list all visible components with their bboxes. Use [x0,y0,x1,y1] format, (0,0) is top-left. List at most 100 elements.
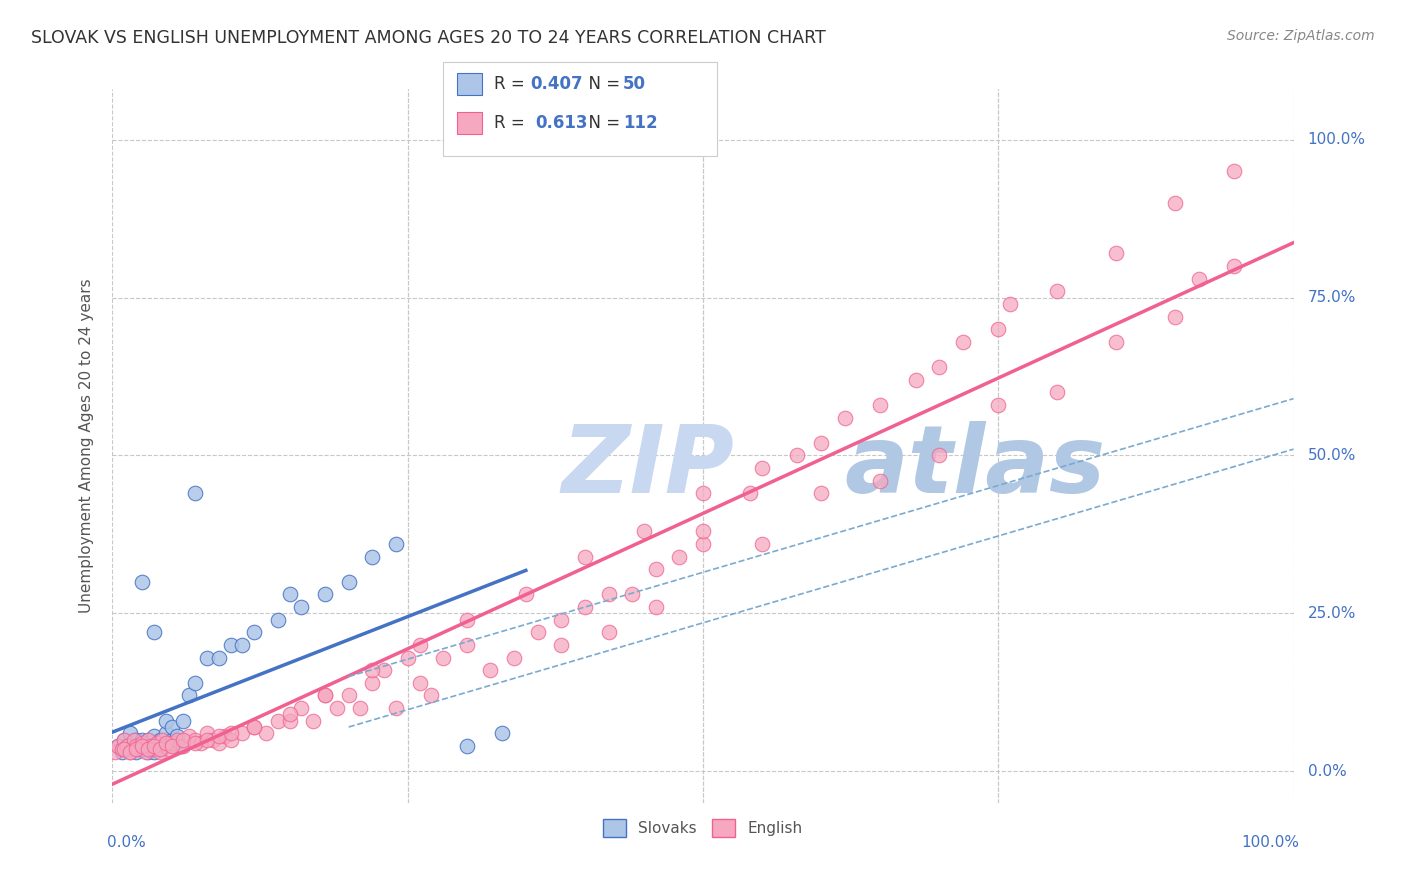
Point [337,574,360,589]
Point [621,587,644,601]
Point [115,739,138,753]
Point [751,461,773,475]
Point [150,739,173,753]
Point [115,739,138,753]
Point [195,650,218,665]
Point [214,730,236,744]
Point [219,638,242,652]
Point [267,613,290,627]
Point [201,732,224,747]
Text: 100.0%: 100.0% [1241,835,1299,850]
Point [420,689,443,703]
Point [125,739,148,753]
Point [127,739,149,753]
Point [987,398,1010,412]
Point [111,745,134,759]
Point [149,742,172,756]
Point [408,638,430,652]
Point [179,689,201,703]
Point [120,726,142,740]
Text: 0.613: 0.613 [536,113,588,132]
Point [127,742,149,756]
Point [157,736,180,750]
Text: N =: N = [578,75,626,94]
Point [786,449,808,463]
Y-axis label: Unemployment Among Ages 20 to 24 years: Unemployment Among Ages 20 to 24 years [79,278,94,614]
Point [290,600,312,615]
Point [314,587,336,601]
Point [120,745,142,759]
Point [302,714,325,728]
Point [195,726,218,740]
Point [142,730,165,744]
Point [149,732,172,747]
Point [155,739,177,753]
Point [120,745,142,759]
Point [361,675,384,690]
Point [107,739,129,753]
Point [692,524,714,539]
Point [1164,195,1187,210]
Point [136,742,159,756]
Point [195,732,218,747]
Point [166,732,188,747]
Point [550,613,572,627]
Point [112,742,135,756]
Point [491,726,513,740]
Point [155,726,177,740]
Point [131,732,153,747]
Point [526,625,548,640]
Point [142,625,165,640]
Point [1164,310,1187,324]
Text: 100.0%: 100.0% [1308,132,1365,147]
Text: 112: 112 [623,113,658,132]
Point [987,322,1010,336]
Point [1046,385,1069,400]
Point [163,739,186,753]
Point [692,486,714,500]
Point [550,638,572,652]
Point [928,449,950,463]
Point [834,410,856,425]
Point [112,732,135,747]
Point [337,689,360,703]
Point [904,373,927,387]
Point [278,587,301,601]
Point [810,435,832,450]
Text: 0.407: 0.407 [530,75,582,94]
Point [139,736,162,750]
Point [598,625,620,640]
Point [385,701,408,715]
Text: 50: 50 [623,75,645,94]
Point [254,726,277,740]
Point [135,745,157,759]
Point [142,742,165,756]
Point [122,736,145,750]
Point [314,689,336,703]
Point [208,650,231,665]
Point [231,638,253,652]
Point [142,739,165,753]
Point [278,714,301,728]
Point [160,732,183,747]
Text: 0.0%: 0.0% [107,835,145,850]
Point [243,625,266,640]
Point [314,689,336,703]
Point [952,334,974,349]
Point [160,736,183,750]
Point [231,726,253,740]
Point [184,486,207,500]
Point [136,745,159,759]
Point [503,650,526,665]
Point [349,701,371,715]
Point [598,587,620,601]
Point [136,732,159,747]
Point [243,720,266,734]
Text: ZIP: ZIP [561,421,734,514]
Point [1223,259,1246,273]
Point [574,549,596,564]
Text: R =: R = [494,75,530,94]
Point [125,742,148,756]
Point [166,730,188,744]
Point [243,720,266,734]
